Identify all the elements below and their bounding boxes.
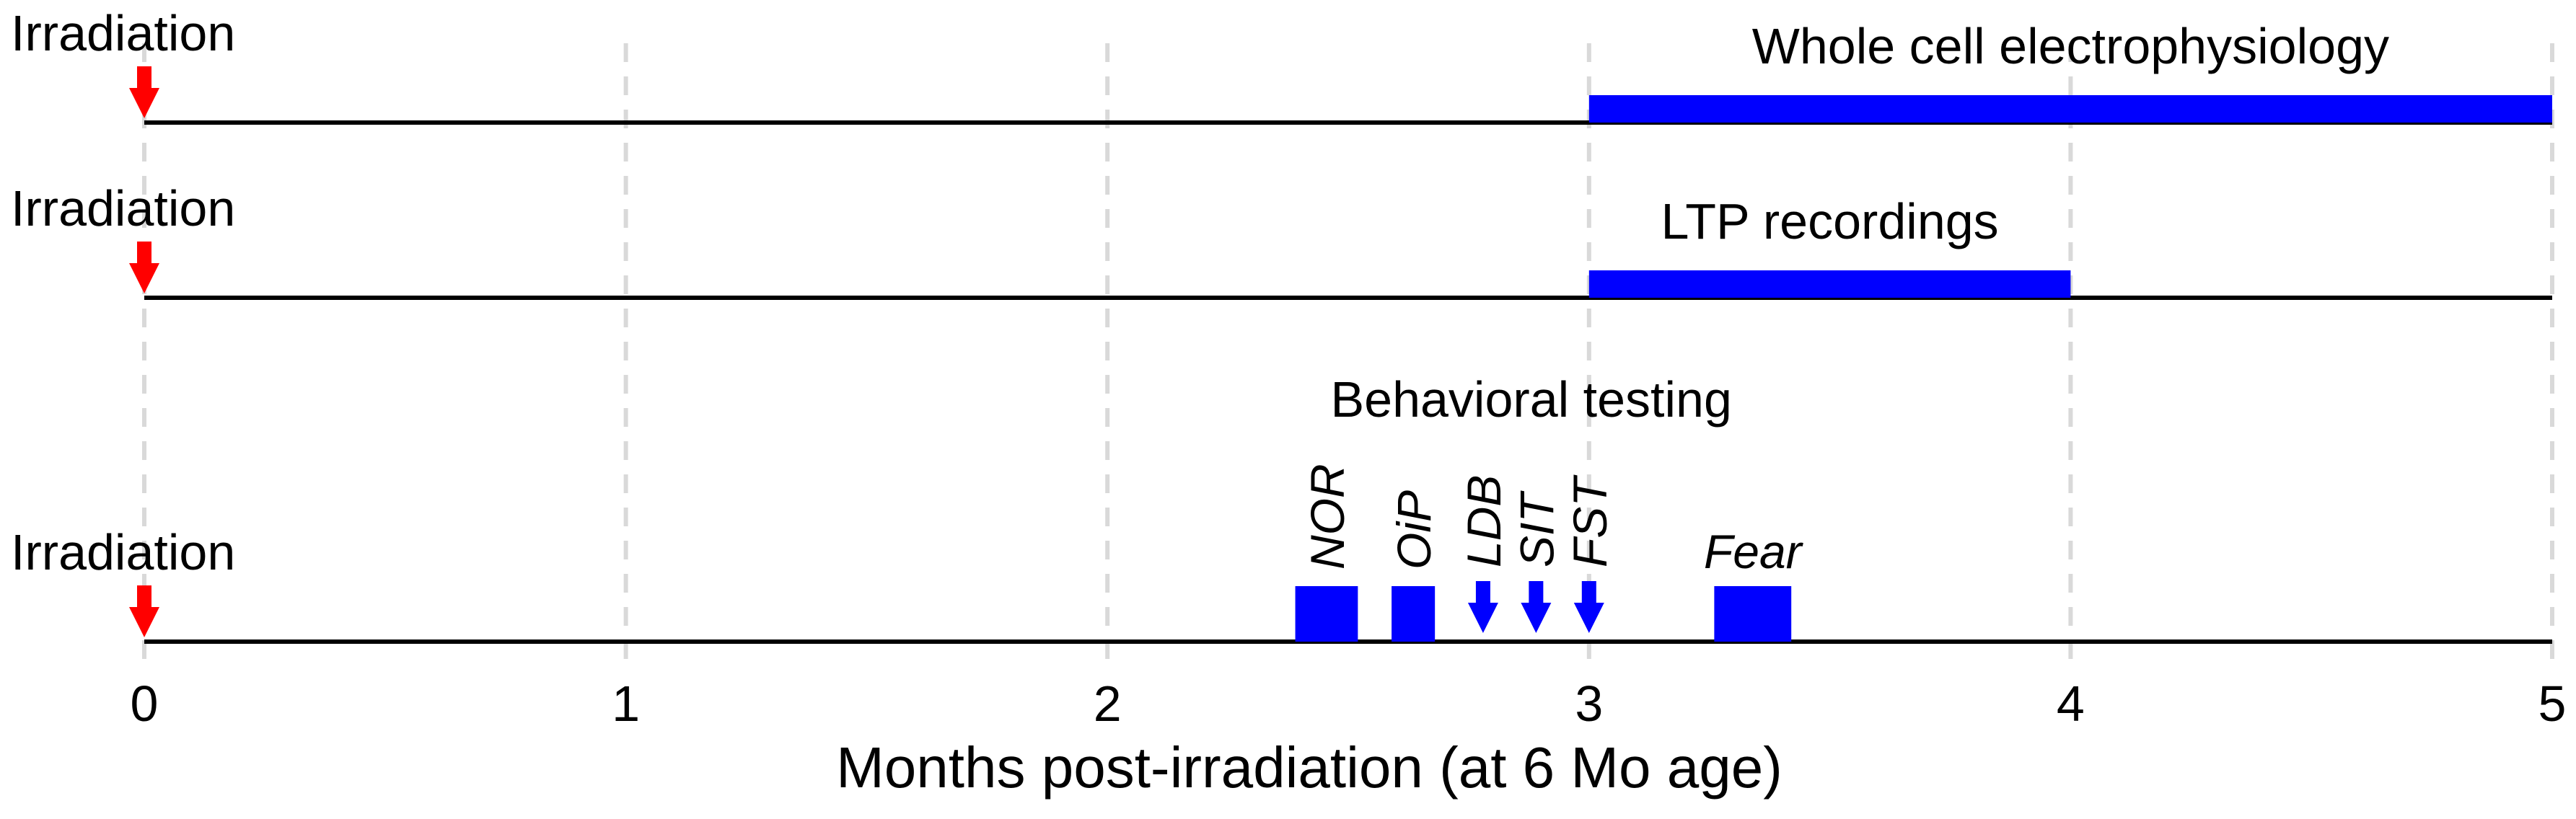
timeline-rows: Irradiation Whole cell electrophysiology I… <box>11 5 2552 644</box>
test-label: Fear <box>1704 525 1804 578</box>
protocol-bar <box>1588 270 2071 298</box>
irradiation-label: Irradiation <box>11 180 235 236</box>
test-label: FST <box>1563 474 1617 567</box>
x-tick-label: 3 <box>1575 676 1603 732</box>
irradiation-label: Irradiation <box>11 5 235 61</box>
test-block <box>1392 586 1436 642</box>
test-label: SIT <box>1510 490 1563 567</box>
x-tick-label: 0 <box>131 676 159 732</box>
test-block <box>1714 586 1792 642</box>
x-axis-title: Months post-irradiation (at 6 Mo age) <box>836 735 1782 800</box>
test-label: OiP <box>1387 490 1441 570</box>
test-arrow-icon <box>1467 581 1498 633</box>
test-arrow-icon <box>1573 581 1604 633</box>
test-arrow-icon <box>1521 581 1552 633</box>
protocol-bar-label: Whole cell electrophysiology <box>1752 18 2389 74</box>
gridlines <box>142 43 2554 670</box>
irradiation-label: Irradiation <box>11 524 235 580</box>
x-tick-label: 5 <box>2538 676 2567 732</box>
x-axis: Months post-irradiation (at 6 Mo age) 0 1… <box>131 676 2567 800</box>
test-label: NOR <box>1301 464 1354 570</box>
protocol-bar <box>1588 95 2552 123</box>
x-tick-label: 4 <box>2057 676 2085 732</box>
test-label: LDB <box>1457 475 1511 567</box>
x-tick-label: 2 <box>1094 676 1122 732</box>
protocol-bar-label: LTP recordings <box>1661 193 1998 249</box>
test-block <box>1295 586 1358 642</box>
irradiation-arrow-icon <box>129 66 159 118</box>
behavioral-testing-label: Behavioral testing <box>1330 371 1731 428</box>
x-tick-label: 1 <box>612 676 640 732</box>
irradiation-arrow-icon <box>129 242 159 293</box>
irradiation-arrow-icon <box>129 585 159 637</box>
